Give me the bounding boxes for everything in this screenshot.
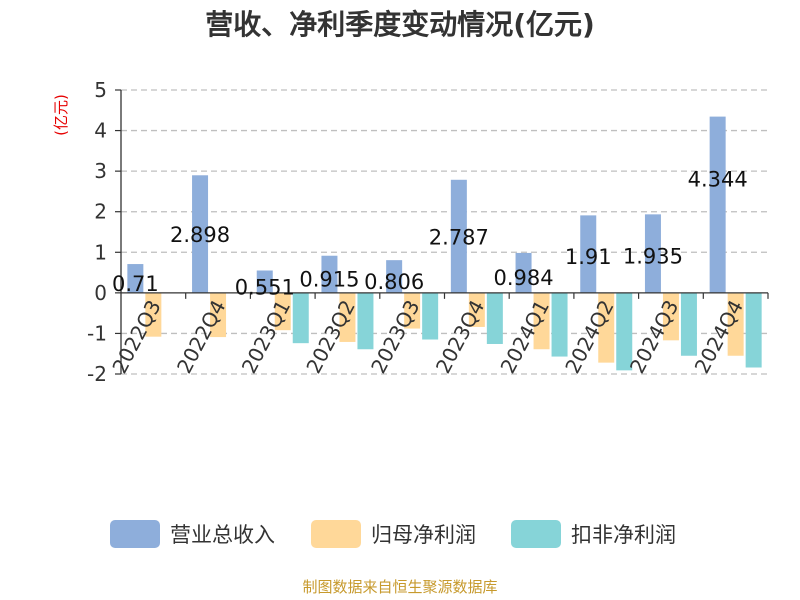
bar-net-profit <box>145 292 162 337</box>
legend-label: 扣非净利润 <box>571 523 676 547</box>
bar-net-profit <box>468 292 485 327</box>
bar-revenue <box>127 264 144 293</box>
data-label: 0.915 <box>299 267 359 291</box>
y-tick-label: 5 <box>94 78 107 102</box>
bar-net-profit <box>339 292 356 342</box>
bar-revenue <box>321 255 338 293</box>
legend-swatch <box>110 520 160 548</box>
bar-net-profit <box>404 292 421 329</box>
y-axis-unit: (亿元) <box>52 94 70 136</box>
bar-revenue <box>644 214 661 293</box>
bar-revenue <box>580 215 597 293</box>
y-tick-label: -1 <box>87 321 107 345</box>
data-label: 0.984 <box>493 266 553 290</box>
y-tick-label: -2 <box>87 362 107 386</box>
bar-revenue <box>386 260 403 293</box>
data-label: 0.71 <box>112 272 159 296</box>
legend-label: 营业总收入 <box>170 523 275 547</box>
bar-deducted-net-profit <box>551 292 568 357</box>
source-text: 制图数据来自恒生聚源数据库 <box>302 578 497 596</box>
bar-deducted-net-profit <box>357 292 374 350</box>
bar-revenue <box>256 270 273 293</box>
data-label: 2.898 <box>170 223 230 247</box>
legend: 营业总收入 归母净利润 扣非净利润 <box>110 520 676 548</box>
data-label: 0.806 <box>364 270 424 294</box>
y-tick-label: 0 <box>94 281 107 305</box>
y-tick-label: 1 <box>94 240 107 264</box>
data-label: 1.91 <box>565 245 612 269</box>
bar-net-profit <box>598 292 615 363</box>
bar-deducted-net-profit <box>422 292 439 340</box>
x-tick-label: 2023Q3 <box>366 296 424 377</box>
data-label: 0.551 <box>235 276 295 300</box>
x-tick-label: 2023Q4 <box>431 296 489 377</box>
legend-swatch <box>511 520 561 548</box>
bar-deducted-net-profit <box>745 292 762 368</box>
y-tick-label: 2 <box>94 200 107 224</box>
axes-layer <box>115 89 769 375</box>
bar-net-profit <box>662 292 679 341</box>
bar-revenue <box>192 175 209 293</box>
grid-layer <box>121 89 768 375</box>
bar-deducted-net-profit <box>486 292 503 344</box>
bar-revenue <box>450 179 467 293</box>
data-label: 4.344 <box>688 168 748 192</box>
legend-swatch <box>311 520 361 548</box>
data-label: 2.787 <box>429 226 489 250</box>
bar-net-profit <box>210 292 227 338</box>
bar-deducted-net-profit <box>616 292 633 371</box>
legend-label: 归母净利润 <box>371 523 476 547</box>
bar-revenue <box>709 116 726 293</box>
bar-deducted-net-profit <box>680 292 697 356</box>
bar-net-profit <box>533 292 550 350</box>
y-tick-label: 4 <box>94 119 107 143</box>
bar-net-profit <box>274 292 291 331</box>
x-tick-label: 2023Q1 <box>237 296 295 377</box>
bar-deducted-net-profit <box>292 292 309 344</box>
bars-layer <box>127 116 762 371</box>
data-label: 1.935 <box>623 245 683 269</box>
chart-title: 营收、净利季度变动情况(亿元) <box>205 8 595 41</box>
bar-revenue <box>515 252 532 293</box>
bar-net-profit <box>727 292 744 356</box>
y-tick-label: 3 <box>94 159 107 183</box>
